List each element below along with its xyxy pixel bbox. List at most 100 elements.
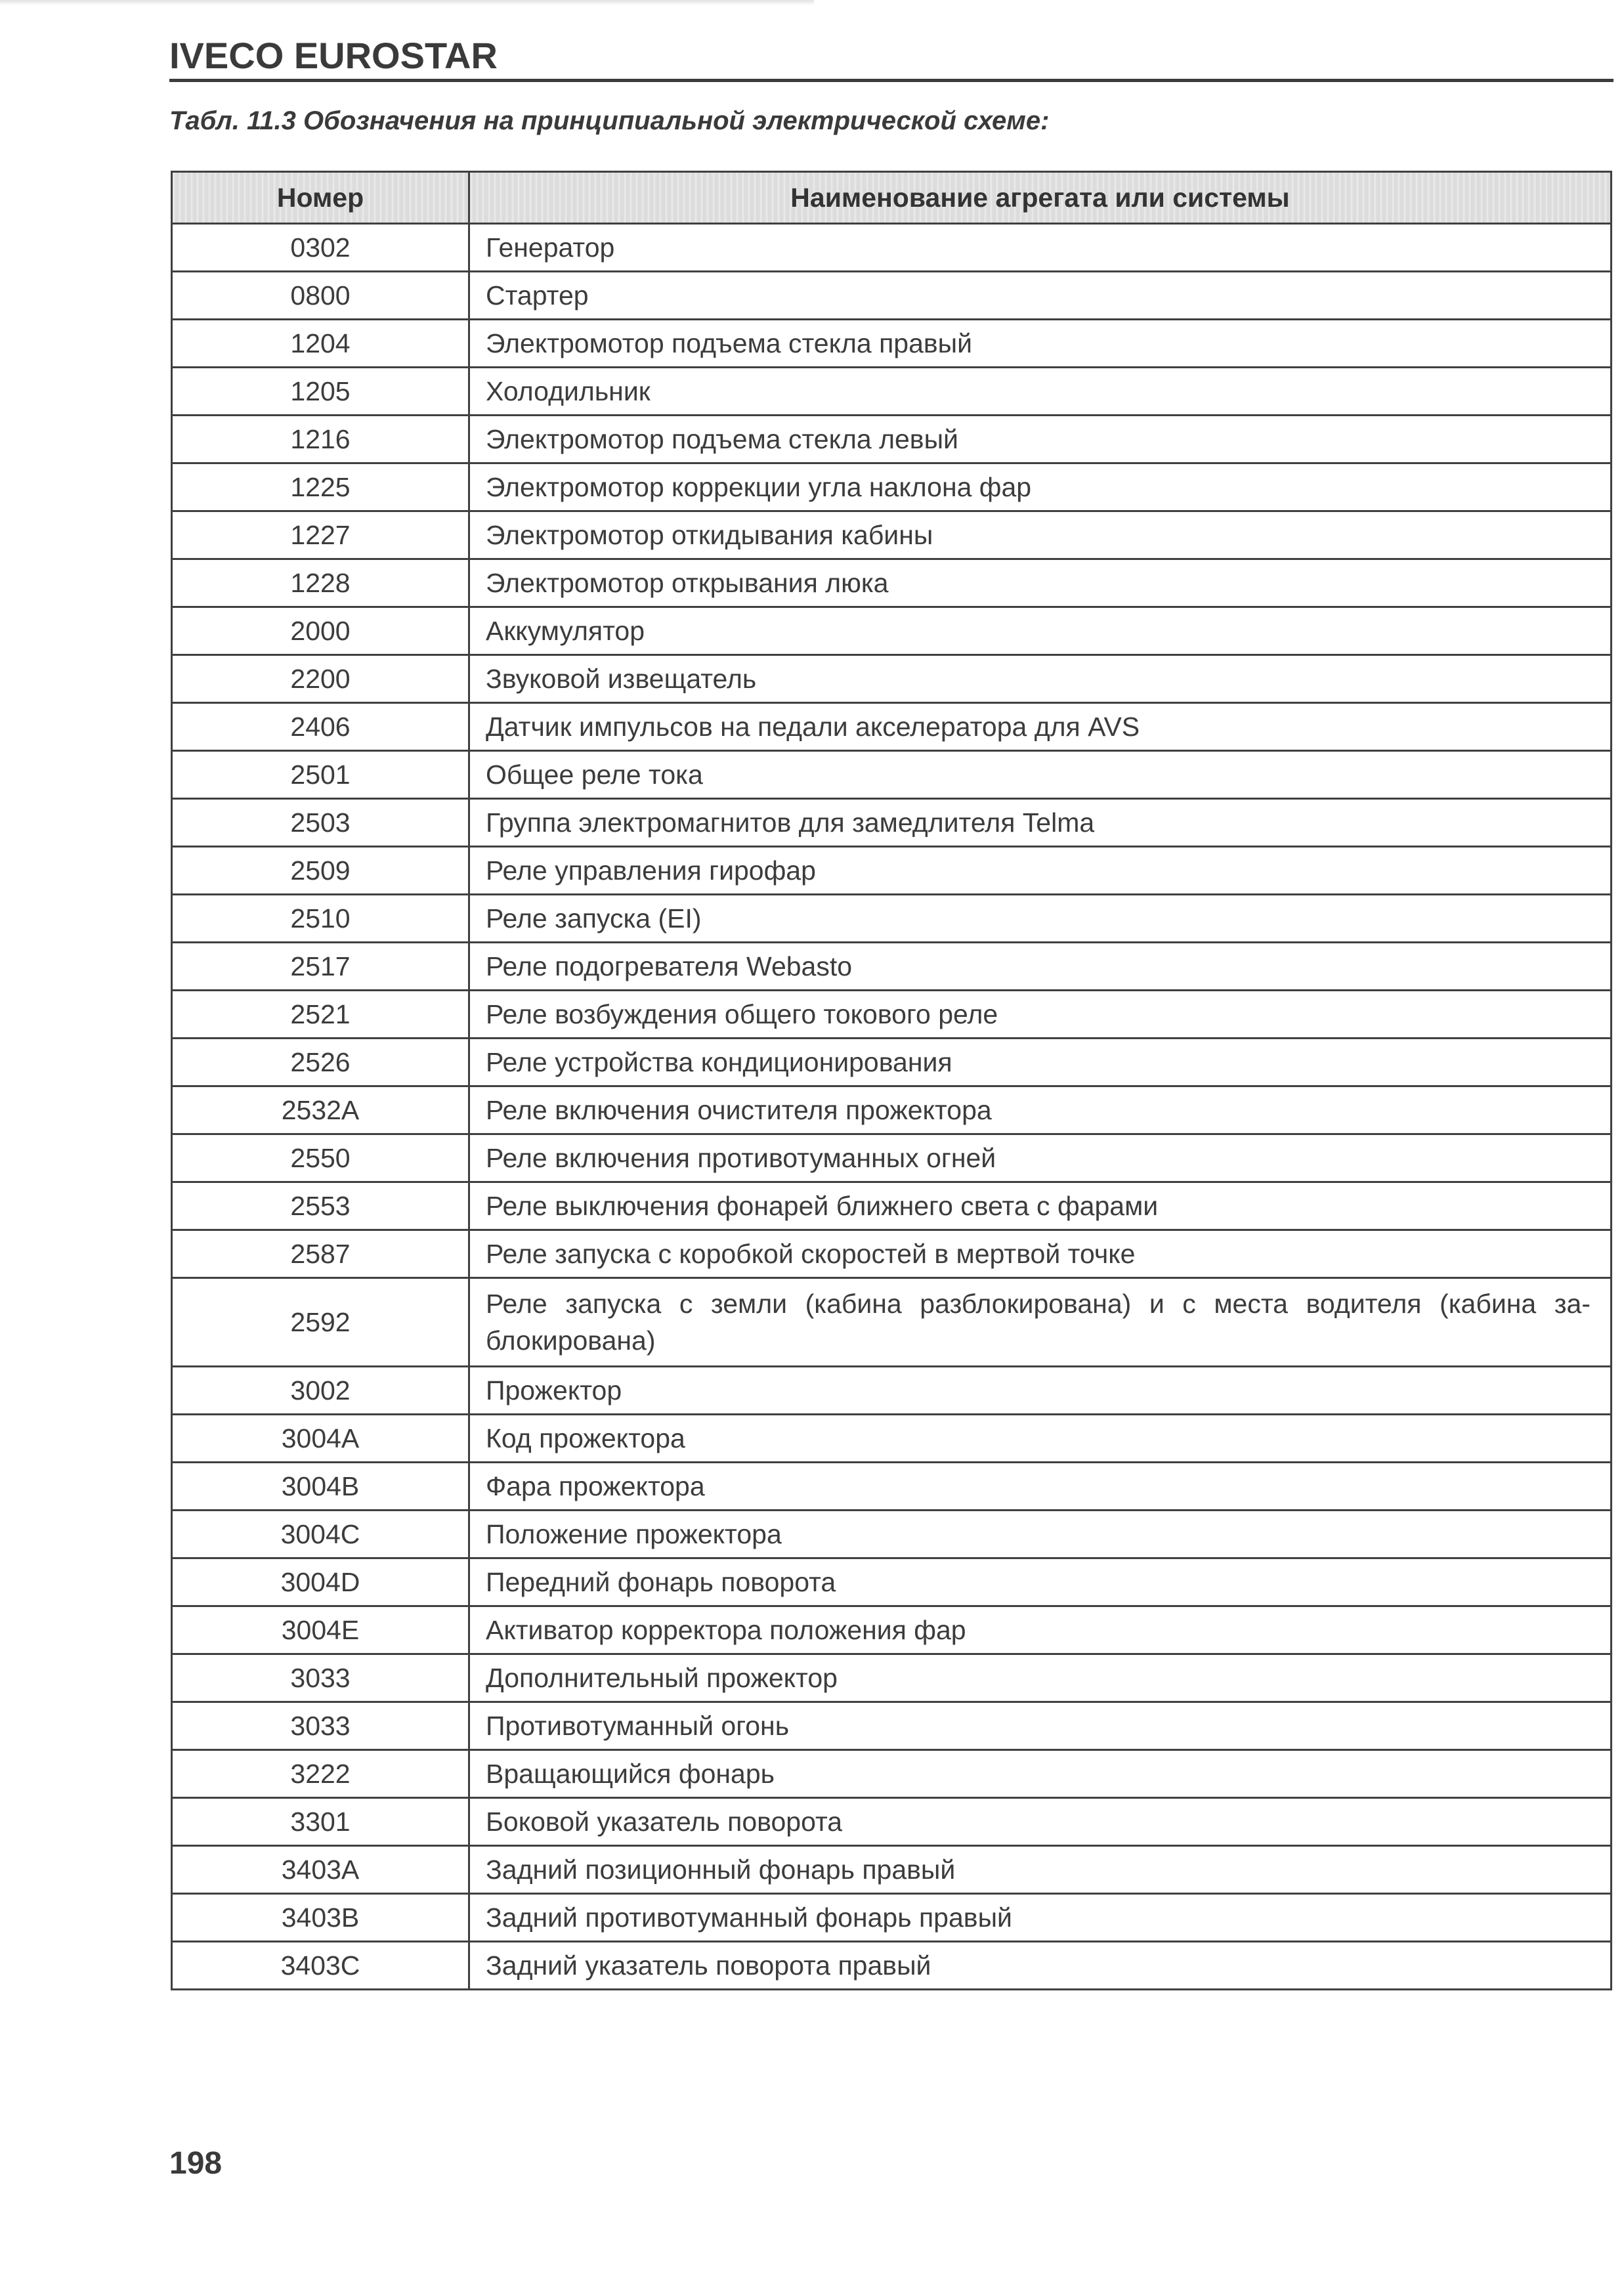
table-row: 2592 Реле запуска с земли (кабина разблок… [171, 1277, 1612, 1367]
row-number: 2553 [171, 1181, 470, 1231]
table-row: 0302 Генератор [171, 223, 1612, 272]
table-row: 2526 Реле устройства кондиционирования [171, 1037, 1612, 1087]
row-name: Реле запуска с земли (кабина разблокиров… [468, 1277, 1612, 1367]
row-name: Задний противотуманный фонарь правый [468, 1893, 1612, 1942]
row-number: 1216 [171, 414, 470, 464]
row-number: 3004D [171, 1557, 470, 1607]
row-name: Реле возбуждения общего токового реле [468, 989, 1612, 1039]
row-name: Стартер [468, 270, 1612, 320]
row-number: 1227 [171, 510, 470, 560]
row-name: Электромотор коррекции угла наклона фар [468, 462, 1612, 512]
row-number: 3004A [171, 1413, 470, 1463]
table-row: 1228 Электромотор открывания люка [171, 558, 1612, 608]
header-rule [169, 79, 1613, 82]
row-number: 3033 [171, 1701, 470, 1751]
row-number: 3222 [171, 1749, 470, 1799]
table-row: 3033 Противотуманный огонь [171, 1701, 1612, 1751]
table-row: 2517 Реле подогревателя Webasto [171, 941, 1612, 991]
row-number: 2000 [171, 606, 470, 656]
row-number: 2517 [171, 941, 470, 991]
row-number: 1205 [171, 366, 470, 416]
row-number: 0800 [171, 270, 470, 320]
row-name: Генератор [468, 223, 1612, 272]
table-row: 2553 Реле выключения фонарей ближнего све… [171, 1181, 1612, 1231]
table-row: 2501 Общее реле тока [171, 750, 1612, 800]
table-row: 1227 Электромотор откидывания кабины [171, 510, 1612, 560]
row-name: Реле выключения фонарей ближнего света с… [468, 1181, 1612, 1231]
table-row: 2587 Реле запуска с коробкой скоростей в … [171, 1229, 1612, 1279]
table-row: 3002 Прожектор [171, 1365, 1612, 1415]
brand-header: IVECO EUROSTAR [169, 35, 498, 76]
row-name: Реле включения очистителя прожектора [468, 1085, 1612, 1135]
row-name: Реле управления гирофар [468, 846, 1612, 895]
row-number: 3301 [171, 1797, 470, 1847]
row-name: Реле подогревателя Webasto [468, 941, 1612, 991]
table-row: 3403A Задний позиционный фонарь правый [171, 1845, 1612, 1895]
row-number: 1225 [171, 462, 470, 512]
row-name: Задний указатель поворота правый [468, 1941, 1612, 1990]
table-row: 3033 Дополнительный прожектор [171, 1653, 1612, 1703]
table-row: 3004A Код прожектора [171, 1413, 1612, 1463]
row-name: Электромотор подъема стекла левый [468, 414, 1612, 464]
page-number: 198 [169, 2146, 223, 2181]
row-number: 3033 [171, 1653, 470, 1703]
table-row: 0800 Стартер [171, 270, 1612, 320]
row-number: 2526 [171, 1037, 470, 1087]
table-row: 3403B Задний противотуманный фонарь правы… [171, 1893, 1612, 1942]
row-number: 2521 [171, 989, 470, 1039]
table-row: 1204 Электромотор подъема стекла правый [171, 318, 1612, 368]
table-row: 3301 Боковой указатель поворота [171, 1797, 1612, 1847]
table-row: 1225 Электромотор коррекции угла наклона … [171, 462, 1612, 512]
table-row: 1205 Холодильник [171, 366, 1612, 416]
table-row: 3004E Активатор корректора положения фар [171, 1605, 1612, 1655]
row-name: Передний фонарь поворота [468, 1557, 1612, 1607]
row-name: Код прожектора [468, 1413, 1612, 1463]
column-header-name: Наименование агрегата или системы [468, 171, 1612, 225]
table-row: 2509 Реле управления гирофар [171, 846, 1612, 895]
row-number: 2501 [171, 750, 470, 800]
row-name: Боковой указатель поворота [468, 1797, 1612, 1847]
table-row: 3403C Задний указатель поворота правый [171, 1941, 1612, 1990]
row-number: 2550 [171, 1133, 470, 1183]
row-number: 2200 [171, 654, 470, 704]
row-name: Холодильник [468, 366, 1612, 416]
table-row: 2550 Реле включения противотуманных огней [171, 1133, 1612, 1183]
table-row: 3004D Передний фонарь поворота [171, 1557, 1612, 1607]
row-number: 1204 [171, 318, 470, 368]
table-row: 3004B Фара прожектора [171, 1461, 1612, 1511]
row-number: 3403C [171, 1941, 470, 1990]
row-number: 2587 [171, 1229, 470, 1279]
row-name: Общее реле тока [468, 750, 1612, 800]
row-number: 3403A [171, 1845, 470, 1895]
row-name: Реле устройства кондиционирования [468, 1037, 1612, 1087]
row-name: Активатор корректора положения фар [468, 1605, 1612, 1655]
row-name: Электромотор откидывания кабины [468, 510, 1612, 560]
row-number: 2592 [171, 1277, 470, 1367]
row-name: Электромотор открывания люка [468, 558, 1612, 608]
table-row: 1216 Электромотор подъема стекла левый [171, 414, 1612, 464]
row-number: 2509 [171, 846, 470, 895]
row-number: 3004E [171, 1605, 470, 1655]
column-header-number: Номер [171, 171, 470, 225]
table-row: 2503 Группа электромагнитов для замедлите… [171, 798, 1612, 847]
row-number: 2510 [171, 893, 470, 943]
row-number: 2406 [171, 702, 470, 752]
row-name: Датчик импульсов на педали акселератора … [468, 702, 1612, 752]
row-name: Группа электромагнитов для замедлителя T… [468, 798, 1612, 847]
row-number: 3403B [171, 1893, 470, 1942]
row-name: Вращающийся фонарь [468, 1749, 1612, 1799]
row-number: 2503 [171, 798, 470, 847]
table-row: 2510 Реле запуска (EI) [171, 893, 1612, 943]
table-row: 3004C Положение прожектора [171, 1509, 1612, 1559]
row-number: 2532A [171, 1085, 470, 1135]
table-body: 0302 Генератор 0800 Стартер 1204 Электромотор… [171, 223, 1612, 1990]
row-name: Положение прожектора [468, 1509, 1612, 1559]
row-name: Звуковой извещатель [468, 654, 1612, 704]
designations-table: Номер Наименование агрегата или системы … [171, 171, 1612, 1990]
table-row: 3222 Вращающийся фонарь [171, 1749, 1612, 1799]
row-number: 3004C [171, 1509, 470, 1559]
table-row: 2521 Реле возбуждения общего токового рел… [171, 989, 1612, 1039]
table-header-row: Номер Наименование агрегата или системы [171, 171, 1612, 225]
row-name: Фара прожектора [468, 1461, 1612, 1511]
row-number: 0302 [171, 223, 470, 272]
